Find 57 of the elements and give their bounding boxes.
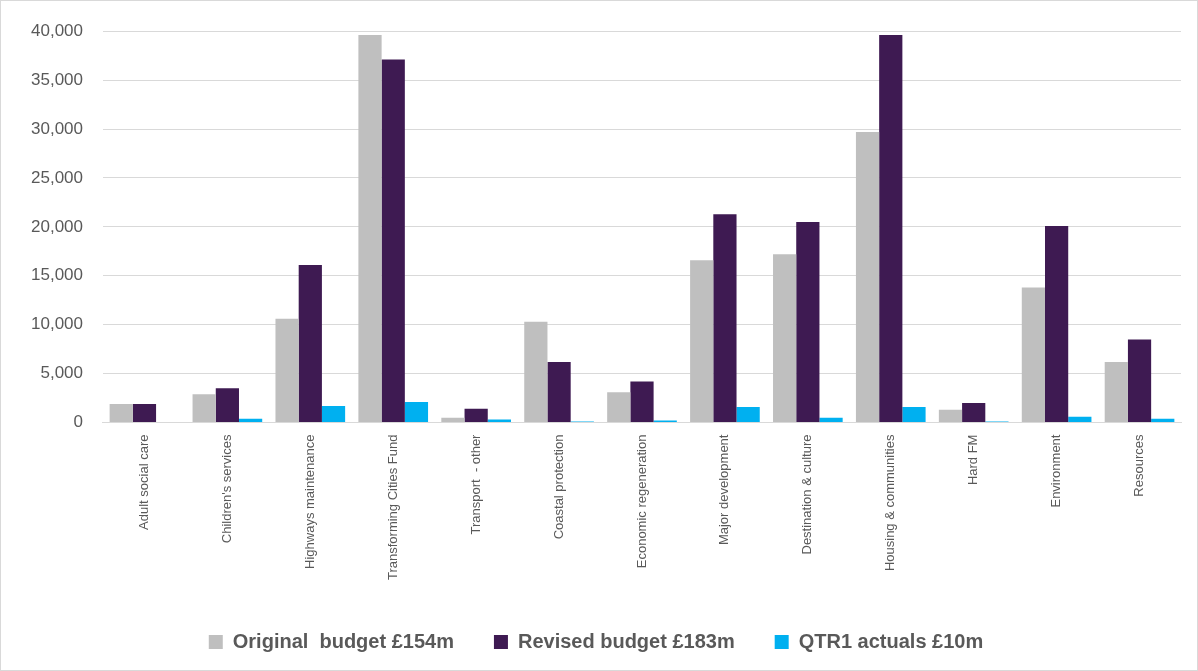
- bar: [109, 403, 133, 423]
- bar: [962, 402, 986, 423]
- y-tick-label: 20,000: [31, 216, 83, 236]
- bar: [736, 406, 760, 423]
- bar: [547, 361, 571, 423]
- y-tick-label: 0: [73, 412, 83, 432]
- x-tick-label: Coastal protection: [550, 434, 566, 540]
- bar: [713, 214, 737, 423]
- bar: [796, 221, 820, 423]
- y-tick-label: 35,000: [31, 69, 83, 89]
- bar: [132, 403, 157, 423]
- bar: [690, 260, 714, 423]
- x-tick-label: Transforming Cities Fund: [384, 434, 400, 581]
- bar: [1021, 287, 1046, 423]
- x-tick-label: Destination & culture: [799, 434, 815, 555]
- bar: [524, 321, 548, 423]
- x-tick-label: Highways maintenance: [301, 434, 317, 569]
- x-tick-label: Housing & communities: [882, 434, 898, 572]
- bar: [1045, 225, 1069, 423]
- bar: [1104, 361, 1128, 423]
- bar: [192, 394, 216, 423]
- x-tick-label: Children's services: [218, 434, 234, 544]
- x-tick-label: Environment: [1048, 434, 1064, 508]
- bar: [464, 408, 488, 423]
- x-tick-label: Economic regeneration: [633, 434, 649, 569]
- bar: [321, 405, 346, 423]
- bar: [879, 35, 903, 423]
- x-tick-label: Resources: [1131, 434, 1147, 497]
- x-tick-label: Hard FM: [965, 434, 981, 486]
- bar: [607, 392, 631, 423]
- x-tick-label: Transport - other: [467, 433, 483, 535]
- bar: [441, 417, 465, 423]
- bar: [275, 318, 299, 423]
- y-tick-label: 30,000: [31, 118, 83, 138]
- bar: [773, 254, 797, 423]
- bar: [819, 417, 843, 423]
- bar: [215, 388, 239, 423]
- y-tick-label: 10,000: [31, 314, 83, 334]
- y-tick-label: 40,000: [31, 20, 83, 40]
- bar: [358, 35, 382, 423]
- bar: [902, 406, 926, 423]
- bar: [381, 59, 405, 423]
- bar: [404, 402, 429, 423]
- bar: [630, 381, 654, 423]
- legend-label: Original budget £154m: [232, 629, 454, 652]
- legend-label: QTR1 actuals £10m: [798, 629, 984, 652]
- x-tick-label: Adult social care: [136, 434, 152, 530]
- bar: [1127, 339, 1152, 423]
- x-tick-label: Major development: [716, 434, 732, 546]
- y-tick-label: 5,000: [40, 363, 83, 383]
- bar: [298, 265, 322, 423]
- bar: [1068, 416, 1092, 423]
- bar: [855, 131, 880, 423]
- bar: [938, 409, 963, 423]
- legend-label: Revised budget £183m: [517, 629, 735, 652]
- y-tick-label: 25,000: [31, 167, 83, 187]
- y-tick-label: 15,000: [31, 265, 83, 285]
